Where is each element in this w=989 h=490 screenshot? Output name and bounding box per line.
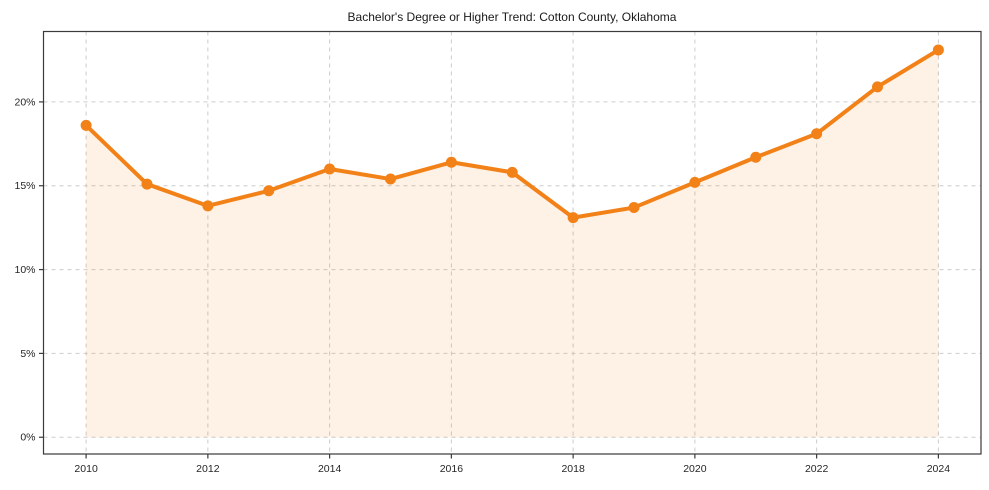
data-point-marker — [811, 128, 823, 140]
y-tick-label: 10% — [14, 264, 35, 276]
axis-layer — [39, 30, 982, 459]
y-tick-label: 15% — [14, 180, 35, 192]
data-point-marker — [932, 44, 944, 56]
data-point-marker — [324, 163, 336, 175]
data-point-marker — [872, 81, 884, 93]
x-tick-label: 2022 — [805, 463, 829, 475]
x-tick-label: 2018 — [561, 463, 585, 475]
data-point-marker — [80, 119, 92, 131]
data-point-marker — [628, 202, 640, 214]
data-point-marker — [141, 178, 153, 190]
label-layer: 2010 2012 2014 2016 2018 2020 2022 2024 0% 5% 10% 1… — [14, 96, 950, 475]
x-tick-label: 2010 — [74, 463, 98, 475]
marker-layer — [80, 44, 944, 224]
data-point-marker — [506, 166, 518, 178]
y-tick-label: 0% — [20, 432, 35, 444]
x-tick-label: 2012 — [196, 463, 220, 475]
data-point-marker — [263, 185, 275, 197]
x-tick-label: 2016 — [440, 463, 464, 475]
area-fill — [86, 49, 939, 438]
data-point-marker — [445, 156, 457, 168]
data-point-marker — [689, 176, 701, 188]
x-tick-label: 2024 — [927, 463, 951, 475]
grid-layer — [43, 31, 981, 454]
x-tick-label: 2020 — [683, 463, 707, 475]
x-tick-label: 2014 — [318, 463, 342, 475]
area-layer — [86, 49, 939, 438]
data-point-marker — [750, 151, 762, 163]
data-point-marker — [384, 173, 396, 185]
y-tick-label: 5% — [20, 348, 35, 360]
data-point-marker — [567, 212, 579, 224]
y-tick-label: 20% — [14, 96, 35, 108]
plot-border — [42, 30, 982, 455]
data-point-marker — [202, 200, 214, 212]
chart-title: Bachelor's Degree or Higher Trend: Cotto… — [348, 10, 677, 24]
